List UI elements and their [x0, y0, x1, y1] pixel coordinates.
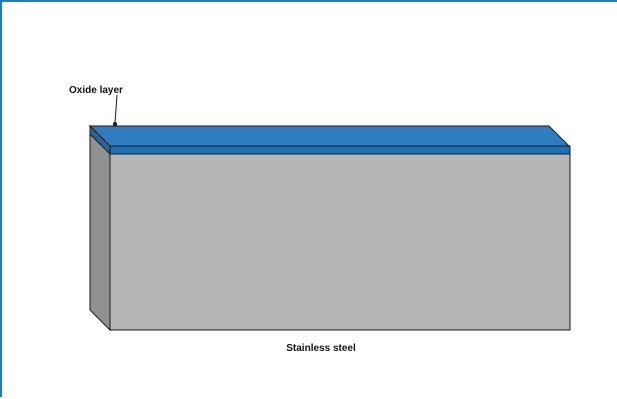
oxide-layer-leader-dot — [113, 122, 117, 126]
oxide-layer-side-band — [89, 124, 111, 156]
oxide-layer-label: Oxide layer — [69, 85, 123, 96]
steel-block-side-face — [89, 127, 111, 332]
steel-block-front-face — [109, 153, 571, 331]
stainless-steel-label: Stainless steel — [286, 343, 356, 354]
oxide-layer-front-band — [109, 145, 571, 155]
oxide-layer-leader-line — [114, 94, 118, 124]
oxide-layer-top-surface — [88, 125, 571, 147]
